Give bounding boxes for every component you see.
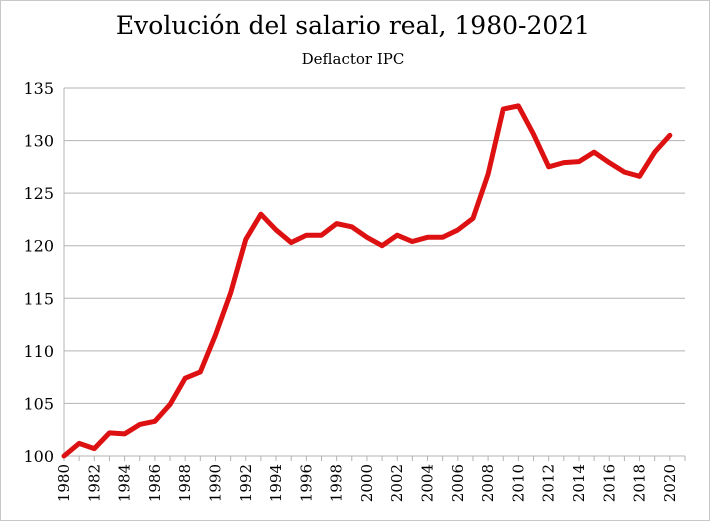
y-axis-tick-labels: 100 105 110 115 120 125 130 135	[23, 79, 54, 466]
x-tick-label: 2020	[661, 464, 679, 502]
y-tick-label: 135	[23, 79, 54, 98]
axes	[64, 88, 685, 461]
y-tick-label: 125	[23, 184, 54, 203]
x-tick-label: 2016	[600, 464, 618, 502]
y-tick-label: 120	[23, 237, 54, 256]
y-tick-label: 100	[23, 447, 54, 466]
x-tick-label: 2006	[449, 464, 467, 502]
x-tick-label: 1990	[206, 464, 224, 502]
x-tick-label: 2008	[479, 464, 497, 502]
x-tick-label: 1994	[267, 464, 285, 502]
x-tick-label: 1998	[328, 464, 346, 502]
x-tick-label: 1980	[55, 464, 73, 502]
x-tick-label: 1996	[297, 464, 315, 502]
x-tick-label: 2004	[419, 464, 437, 502]
x-tick-label: 2000	[358, 464, 376, 502]
x-tick-label: 2010	[509, 464, 527, 502]
x-tick-label: 1986	[146, 464, 164, 502]
chart-title: Evolución del salario real, 1980-2021	[116, 11, 590, 40]
x-tick-label: 1982	[85, 464, 103, 502]
y-tick-label: 110	[23, 342, 54, 361]
x-tick-label: 1992	[237, 464, 255, 502]
x-axis-tick-labels: 1980 1982 1984 1986 1988 1990 1992 1994 1996 1998…	[55, 464, 679, 502]
x-tick-label: 1984	[116, 464, 134, 502]
x-tick-label: 2018	[631, 464, 649, 502]
y-tick-label: 115	[23, 289, 54, 308]
x-tick-label: 2002	[388, 464, 406, 502]
y-tick-label: 130	[23, 132, 54, 151]
y-tick-label: 105	[23, 394, 54, 413]
chart-subtitle: Deflactor IPC	[302, 50, 405, 68]
gridlines	[64, 88, 685, 456]
x-tick-label: 1988	[176, 464, 194, 502]
x-tick-label: 2012	[540, 464, 558, 502]
x-tick-label: 2014	[570, 464, 588, 502]
